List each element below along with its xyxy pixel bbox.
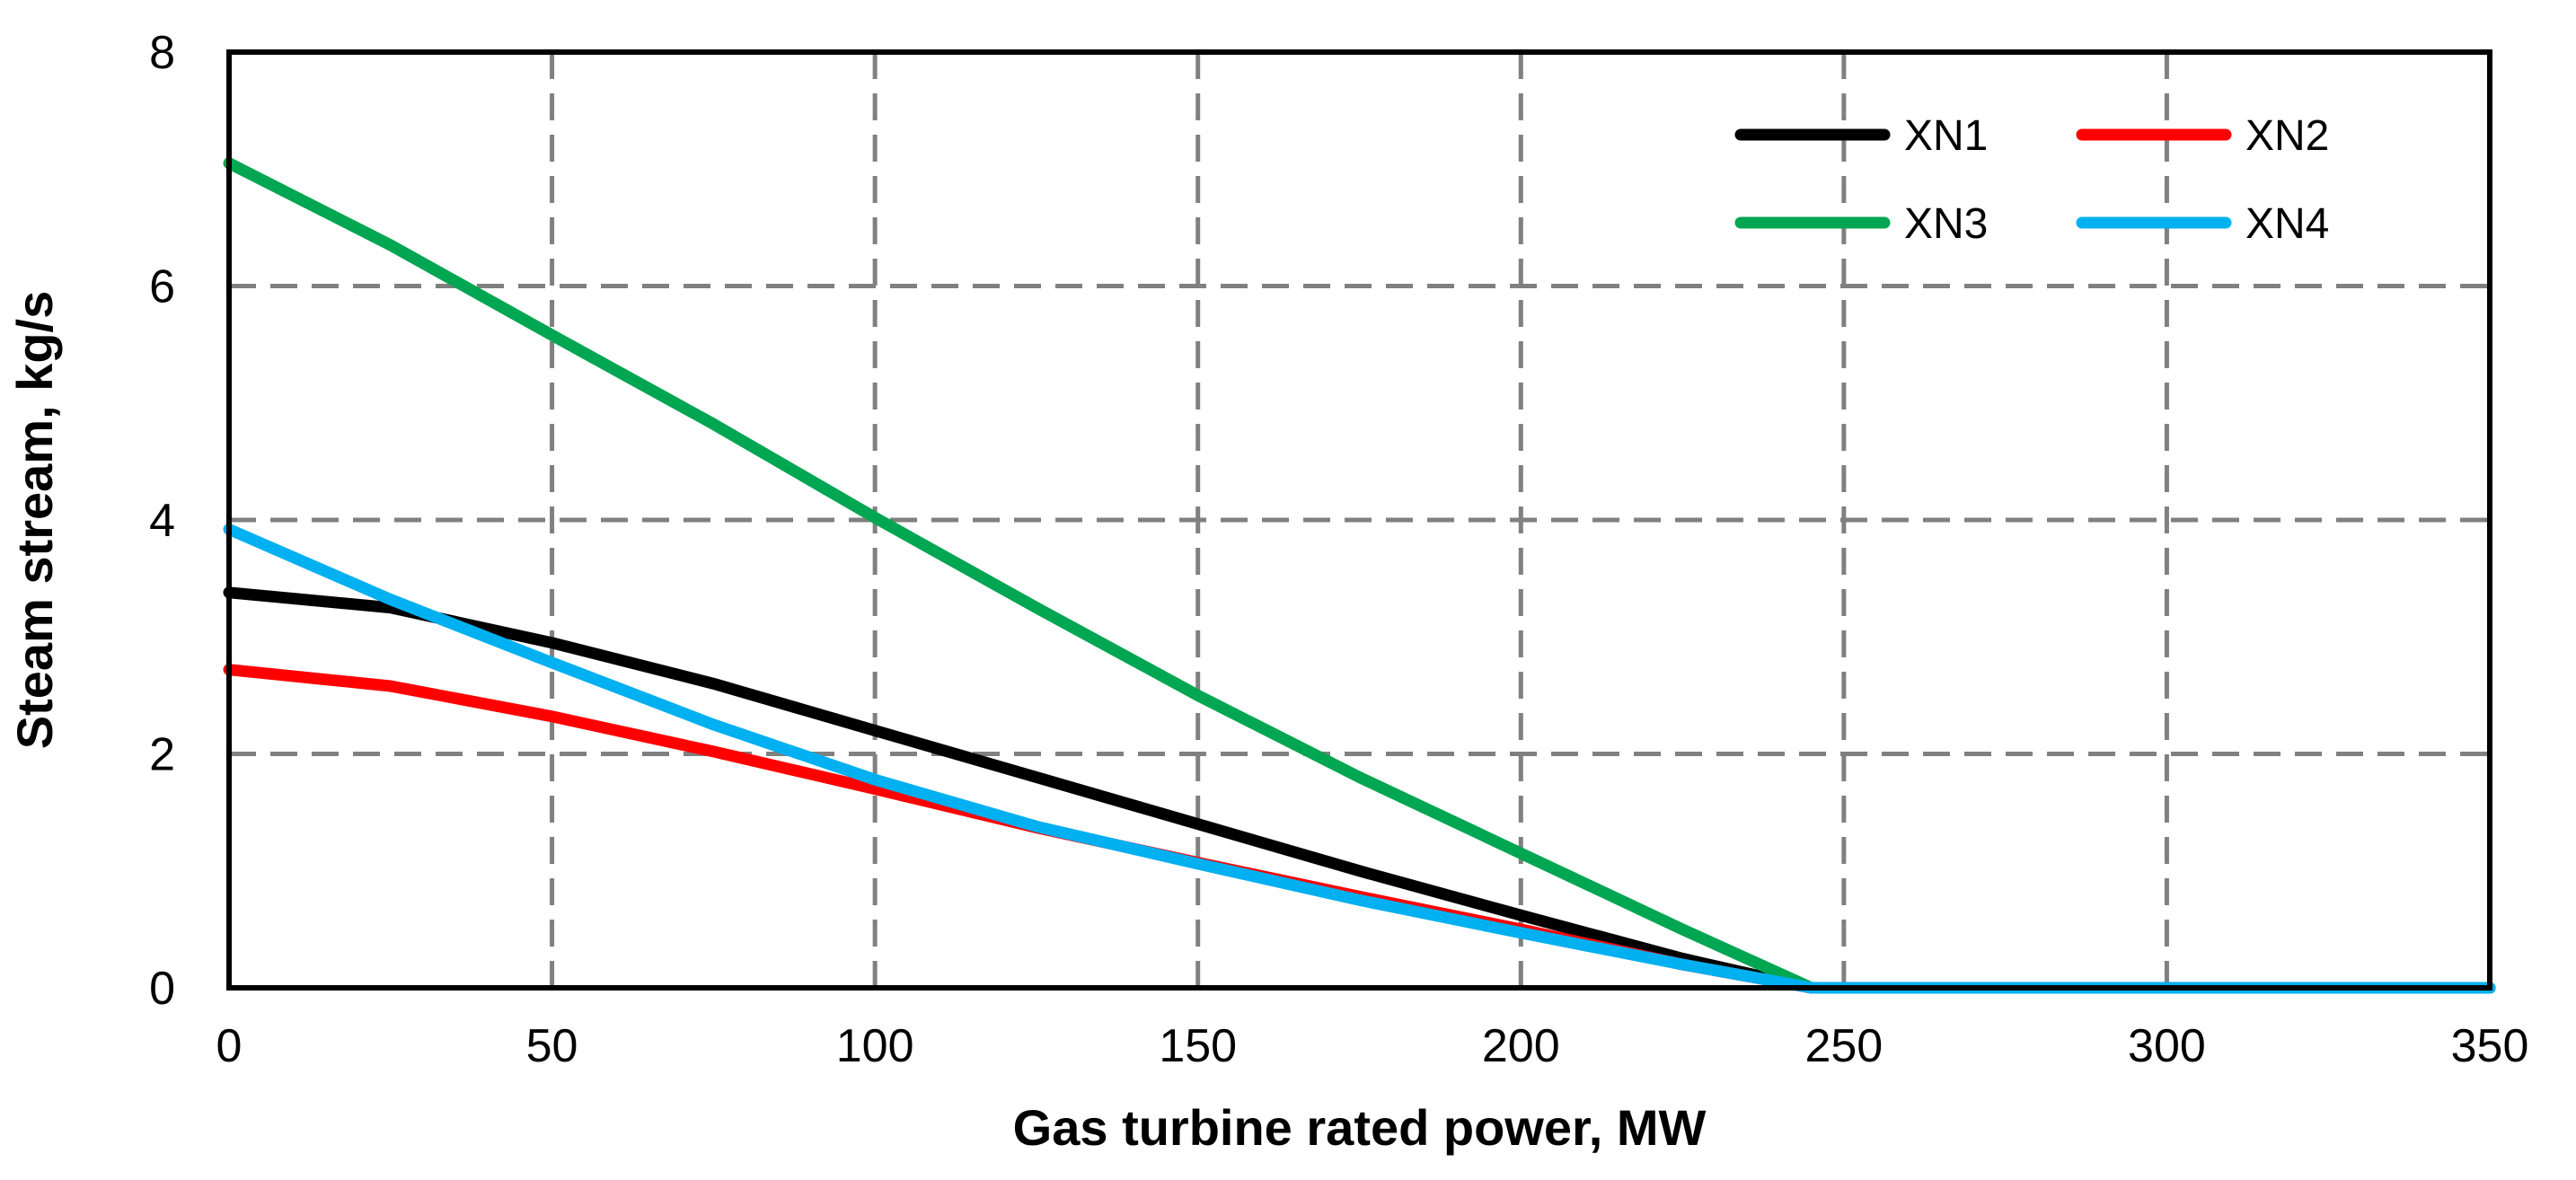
y-tick-label: 0 — [149, 963, 175, 1015]
x-tick-label: 200 — [1482, 1020, 1560, 1072]
legend: XN1 XN2 XN3 XN4 — [1734, 112, 2329, 248]
legend-label-xn2: XN2 — [2245, 112, 2329, 160]
y-axis-title: Steam stream, kg/s — [6, 291, 63, 749]
y-tick-label: 2 — [149, 729, 175, 781]
legend-label-xn4: XN4 — [2245, 200, 2329, 248]
y-tick-label: 6 — [149, 261, 175, 313]
x-tick-label: 250 — [1804, 1020, 1883, 1072]
legend-label-xn1: XN1 — [1904, 112, 1988, 160]
y-tick-labels: 0 2 4 6 8 — [149, 27, 175, 1015]
plot-frame — [226, 49, 2492, 991]
x-tick-label: 50 — [526, 1020, 578, 1072]
x-tick-label: 300 — [2128, 1020, 2206, 1072]
x-tick-labels: 0 50 100 150 200 250 300 350 — [216, 1020, 2529, 1072]
x-tick-label: 0 — [216, 1020, 243, 1072]
x-tick-label: 150 — [1159, 1020, 1237, 1072]
legend-label-xn3: XN3 — [1904, 200, 1988, 248]
y-tick-label: 8 — [149, 27, 175, 79]
x-tick-label: 350 — [2451, 1020, 2529, 1072]
x-tick-label: 100 — [836, 1020, 914, 1072]
x-axis-title: Gas turbine rated power, MW — [1013, 1099, 1707, 1156]
y-tick-label: 4 — [149, 495, 175, 547]
